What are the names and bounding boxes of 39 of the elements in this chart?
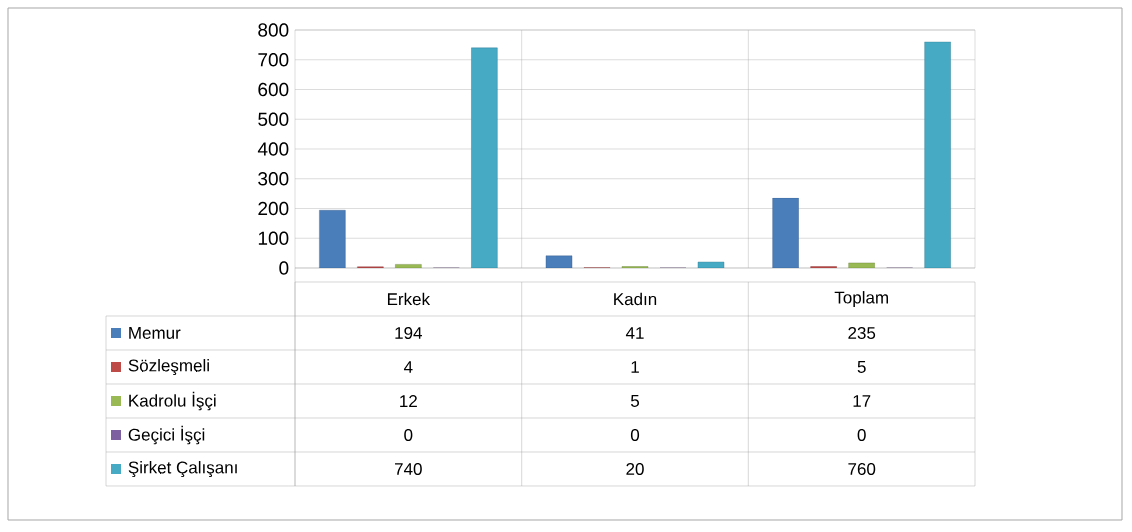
legend-label: Sözleşmeli: [128, 359, 209, 375]
y-tick-label: 800: [258, 23, 289, 37]
data-label: 5: [857, 361, 866, 373]
data-label: 1: [631, 361, 639, 373]
data-label: 0: [630, 428, 640, 442]
bar: [924, 41, 951, 268]
bar: [319, 210, 346, 268]
data-label: 41: [625, 327, 644, 339]
data-label: 760: [848, 462, 876, 476]
y-tick-label: 500: [258, 112, 289, 126]
legend-label: Memur: [129, 327, 181, 339]
data-label: 20: [626, 462, 644, 476]
bar: [772, 197, 799, 268]
bar: [697, 261, 725, 268]
y-tick-label: 200: [258, 201, 289, 216]
bar: [848, 262, 875, 268]
data-label: 17: [853, 395, 871, 407]
y-tick-label: 300: [258, 172, 289, 186]
y-tick-label: 600: [258, 82, 289, 97]
legend-label: Kadrolu İşçi: [129, 391, 216, 411]
data-label: 194: [395, 326, 422, 340]
data-label: 740: [395, 462, 422, 476]
bar: [395, 264, 422, 268]
data-label: 4: [403, 361, 413, 373]
x-tick-label: Toplam: [834, 291, 888, 307]
data-label: 235: [848, 326, 876, 340]
data-label: 0: [857, 428, 866, 442]
legend-label: Geçici İşçi: [128, 425, 205, 445]
y-tick-label: 700: [258, 53, 289, 67]
y-tick-label: 100: [258, 231, 289, 245]
data-label: 12: [400, 395, 417, 407]
y-tick-label: 400: [257, 142, 289, 156]
bar: [471, 47, 498, 268]
x-tick-label: Erkek: [387, 292, 431, 306]
legend-label: Şirket Çalışanı: [128, 461, 237, 477]
y-tick-label: 0: [279, 261, 289, 275]
x-tick-label: Kadın: [614, 292, 657, 306]
data-label: 5: [630, 395, 640, 407]
data-label: 0: [404, 428, 413, 442]
